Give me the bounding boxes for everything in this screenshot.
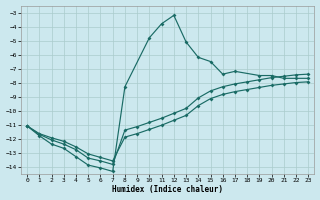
X-axis label: Humidex (Indice chaleur): Humidex (Indice chaleur) [112, 185, 223, 194]
